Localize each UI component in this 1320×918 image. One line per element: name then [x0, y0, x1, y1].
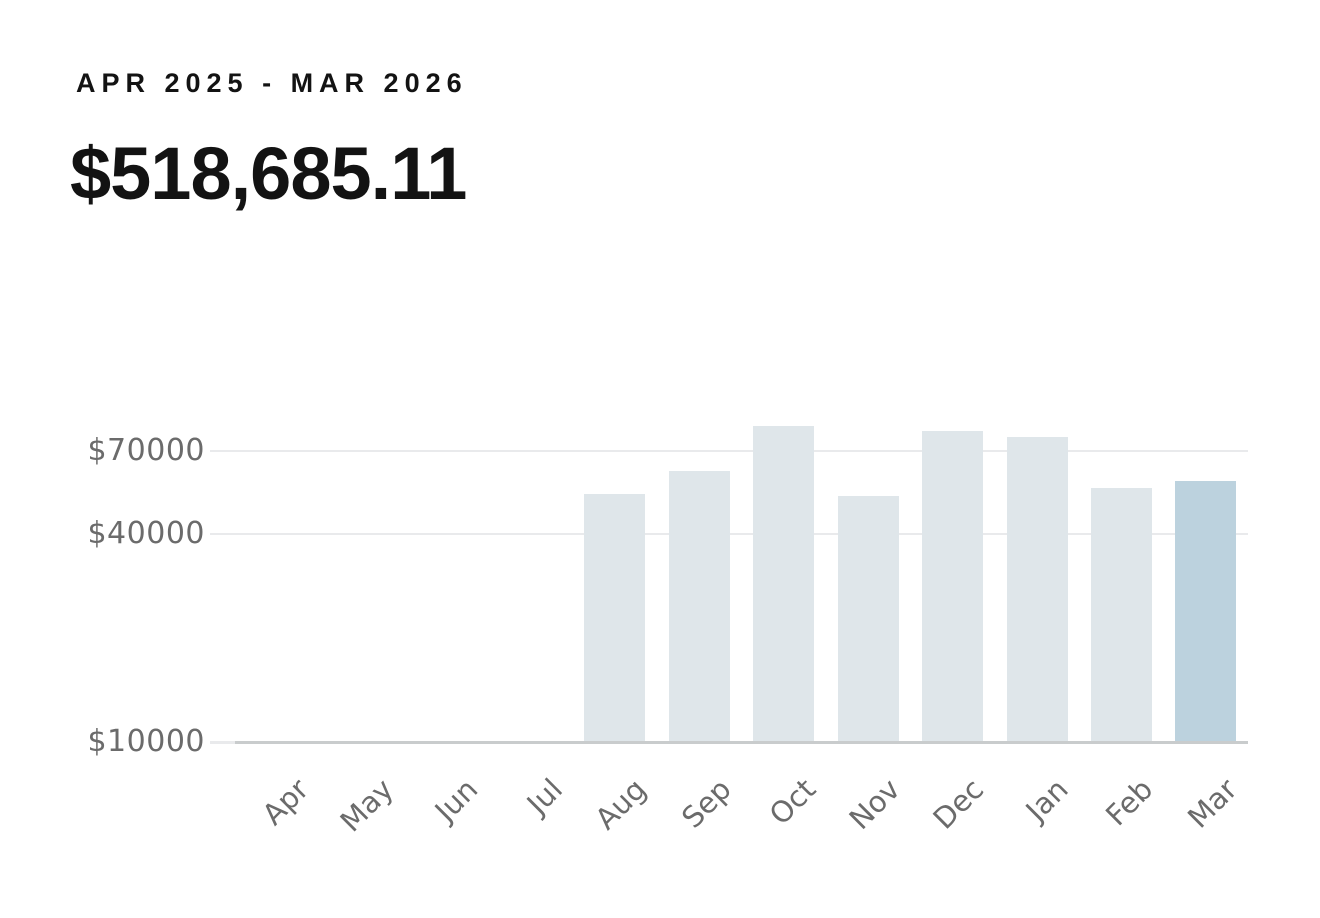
x-tick-label-jun: Jun	[427, 772, 485, 829]
x-tick-label-aug: Aug	[588, 772, 653, 837]
x-tick-label-jul: Jul	[519, 772, 569, 821]
x-tick-label-nov: Nov	[842, 772, 907, 837]
x-tick-label-jan: Jan	[1019, 772, 1076, 828]
bar-aug[interactable]	[584, 493, 646, 742]
x-axis-tick	[210, 741, 237, 744]
y-tick-label: $70000	[87, 432, 205, 468]
y-tick-label: $40000	[87, 516, 205, 552]
x-tick-label-may: May	[333, 772, 400, 839]
total-amount: $518,685.11	[70, 132, 467, 215]
x-tick-label-apr: Apr	[255, 772, 316, 832]
x-tick-label-sep: Sep	[674, 772, 738, 835]
bar-oct[interactable]	[753, 425, 815, 742]
x-tick-label-dec: Dec	[926, 772, 991, 836]
bar-sep[interactable]	[668, 470, 730, 742]
bar-nov[interactable]	[837, 495, 899, 742]
bar-feb[interactable]	[1090, 488, 1152, 742]
x-axis-line	[235, 741, 1248, 744]
bar-mar[interactable]	[1175, 480, 1237, 742]
x-tick-label-feb: Feb	[1099, 772, 1160, 833]
bar-jan[interactable]	[1006, 437, 1068, 742]
period-label: APR 2025 - MAR 2026	[76, 68, 468, 98]
x-tick-label-mar: Mar	[1181, 772, 1244, 835]
bar-dec[interactable]	[922, 430, 983, 742]
y-tick-label: $10000	[87, 723, 205, 759]
x-tick-label-oct: Oct	[762, 772, 822, 832]
gridline	[210, 450, 1248, 452]
